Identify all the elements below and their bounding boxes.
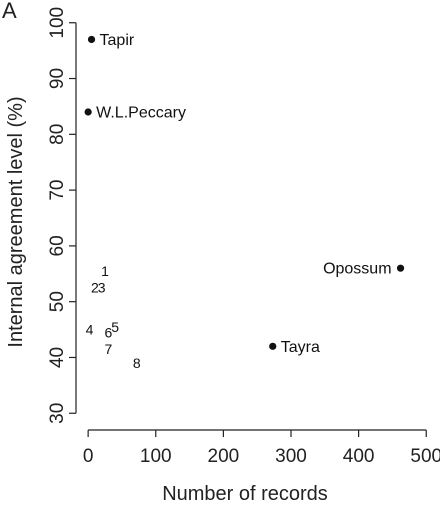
x-tick-label: 200 bbox=[208, 446, 240, 467]
data-point bbox=[87, 35, 96, 44]
data-point bbox=[396, 264, 405, 272]
numbered-point: 2 bbox=[91, 280, 99, 296]
x-axis-ticks: 0 100 200 300 400 500 bbox=[83, 430, 440, 467]
y-tick-label: 100 bbox=[47, 7, 68, 39]
x-tick-label: 500 bbox=[410, 446, 440, 467]
numbered-point: 7 bbox=[105, 341, 113, 357]
y-tick-label: 60 bbox=[47, 235, 68, 256]
y-axis-ticks: 30 40 50 60 70 80 90 100 bbox=[47, 7, 76, 424]
x-tick-label: 300 bbox=[275, 446, 307, 467]
y-tick-label: 40 bbox=[47, 347, 68, 368]
data-point bbox=[84, 108, 92, 116]
x-tick-label: 0 bbox=[83, 446, 94, 467]
x-tick-label: 400 bbox=[343, 446, 375, 467]
y-tick-label: 90 bbox=[47, 68, 68, 89]
numbered-point: 3 bbox=[98, 280, 106, 296]
numbered-point: 6 bbox=[105, 324, 113, 340]
y-tick-label: 80 bbox=[47, 124, 68, 145]
y-axis-title: Internal agreement level (%) bbox=[5, 96, 27, 347]
numbered-point: 5 bbox=[111, 319, 119, 335]
y-tick-label: 30 bbox=[47, 403, 68, 424]
data-point bbox=[269, 342, 277, 350]
numbered-point: 1 bbox=[101, 263, 109, 279]
y-tick-label: 70 bbox=[47, 180, 68, 201]
point-label: Opossum bbox=[323, 261, 391, 278]
numbered-point: 4 bbox=[86, 322, 94, 338]
point-label: Tapir bbox=[100, 32, 135, 49]
x-axis-title: Number of records bbox=[162, 483, 328, 505]
point-label: Tayra bbox=[281, 339, 320, 356]
x-tick-label: 100 bbox=[140, 446, 172, 467]
panel-label: A bbox=[2, 0, 17, 23]
numbered-point: 8 bbox=[133, 355, 141, 371]
y-tick-label: 50 bbox=[47, 291, 68, 312]
point-label: W.L.Peccary bbox=[96, 105, 186, 122]
data-points: Tapir W.L.Peccary Opossum Tayra 123 4 567 8 bbox=[84, 32, 405, 371]
